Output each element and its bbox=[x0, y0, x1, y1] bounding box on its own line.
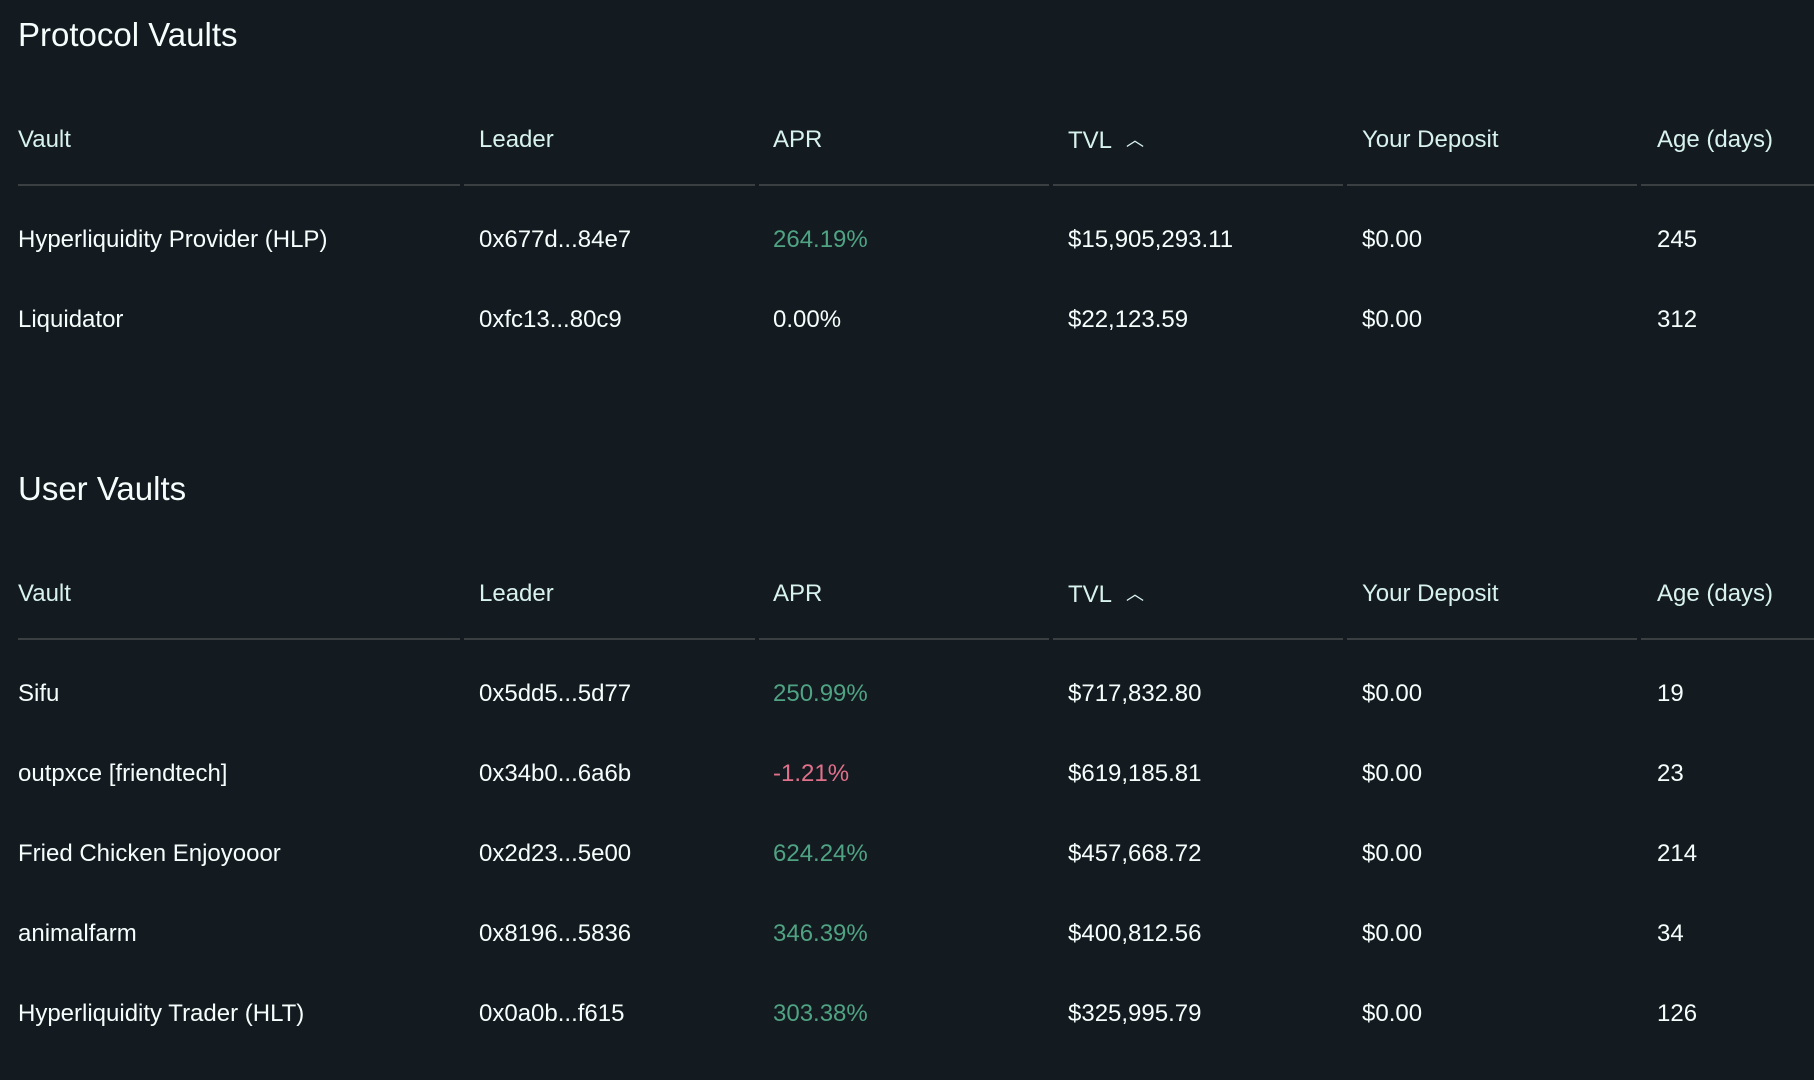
divider bbox=[1053, 638, 1343, 640]
cell-vault: Liquidator bbox=[18, 306, 124, 333]
divider bbox=[1641, 184, 1814, 186]
column-header-label: Leader bbox=[479, 580, 554, 607]
user-vaults-table: Vault Leader APR TVL ︿ Your Deposit Age (days)… bbox=[0, 568, 1814, 1080]
cell-tvl: $717,832.80 bbox=[1068, 680, 1202, 707]
chevron-up-icon[interactable]: ︿ bbox=[1126, 130, 1145, 150]
column-header-label: Age (days) bbox=[1657, 126, 1774, 153]
cell-deposit: $0.00 bbox=[1362, 306, 1423, 333]
cell-vault: Hyperliquidity Provider (HLP) bbox=[18, 226, 328, 253]
column-header-label: TVL bbox=[1068, 127, 1113, 154]
table-row[interactable]: Fried Chicken Enjoyooor 0x2d23...5e00 624.… bbox=[0, 840, 1814, 920]
column-header-leader[interactable]: Leader bbox=[479, 126, 554, 154]
cell-apr: 346.39% bbox=[773, 920, 868, 947]
table-row[interactable]: outpxce [friendtech] 0x34b0...6a6b -1.21% $… bbox=[0, 760, 1814, 840]
cell-deposit: $0.00 bbox=[1362, 920, 1423, 947]
protocol-vaults-title: Protocol Vaults bbox=[18, 16, 238, 53]
cell-tvl: $325,995.79 bbox=[1068, 1000, 1202, 1027]
cell-deposit: $0.00 bbox=[1362, 1000, 1423, 1027]
cell-tvl: $15,905,293.11 bbox=[1068, 226, 1234, 253]
table-header: Vault Leader APR TVL ︿ Your Deposit Age (days) bbox=[0, 568, 1814, 638]
column-header-label: Your Deposit bbox=[1362, 580, 1499, 607]
cell-tvl: $22,123.59 bbox=[1068, 306, 1189, 333]
cell-deposit: $0.00 bbox=[1362, 226, 1423, 253]
cell-apr: 250.99% bbox=[773, 680, 868, 707]
table-row[interactable]: Hyperliquidity Trader (HLT) 0x0a0b...f615… bbox=[0, 1000, 1814, 1080]
divider bbox=[759, 638, 1049, 640]
cell-leader: 0x2d23...5e00 bbox=[479, 840, 632, 867]
table-header: Vault Leader APR TVL ︿ Your Deposit Age (days) bbox=[0, 114, 1814, 184]
cell-apr: 303.38% bbox=[773, 1000, 868, 1027]
cell-age: 214 bbox=[1657, 840, 1698, 867]
column-header-leader[interactable]: Leader bbox=[479, 580, 554, 608]
cell-leader: 0x34b0...6a6b bbox=[479, 760, 632, 787]
header-divider bbox=[0, 184, 1814, 186]
cell-tvl: $457,668.72 bbox=[1068, 840, 1202, 867]
cell-leader: 0x5dd5...5d77 bbox=[479, 680, 632, 707]
column-header-your-deposit[interactable]: Your Deposit bbox=[1362, 580, 1499, 608]
cell-leader: 0x677d...84e7 bbox=[479, 226, 632, 253]
column-header-label: APR bbox=[773, 126, 823, 153]
column-header-tvl[interactable]: TVL ︿ bbox=[1068, 580, 1144, 609]
divider bbox=[18, 184, 460, 186]
cell-age: 126 bbox=[1657, 1000, 1698, 1027]
cell-age: 34 bbox=[1657, 920, 1684, 947]
cell-age: 19 bbox=[1657, 680, 1684, 707]
column-header-label: Your Deposit bbox=[1362, 126, 1499, 153]
cell-apr: 264.19% bbox=[773, 226, 868, 253]
table-row[interactable]: Liquidator 0xfc13...80c9 0.00% $22,123.59 $0… bbox=[0, 306, 1814, 386]
cell-vault: outpxce [friendtech] bbox=[18, 760, 228, 787]
divider bbox=[1641, 638, 1814, 640]
divider bbox=[1347, 638, 1637, 640]
cell-deposit: $0.00 bbox=[1362, 680, 1423, 707]
cell-leader: 0xfc13...80c9 bbox=[479, 306, 622, 333]
column-header-label: TVL bbox=[1068, 581, 1113, 608]
column-header-label: Leader bbox=[479, 126, 554, 153]
column-header-label: Vault bbox=[18, 126, 71, 153]
cell-vault: Fried Chicken Enjoyooor bbox=[18, 840, 281, 867]
cell-leader: 0x0a0b...f615 bbox=[479, 1000, 625, 1027]
user-vaults-title: User Vaults bbox=[18, 470, 187, 507]
divider bbox=[464, 638, 755, 640]
column-header-label: Vault bbox=[18, 580, 71, 607]
cell-tvl: $619,185.81 bbox=[1068, 760, 1202, 787]
cell-apr: -1.21% bbox=[773, 760, 850, 787]
cell-deposit: $0.00 bbox=[1362, 760, 1423, 787]
cell-leader: 0x8196...5836 bbox=[479, 920, 632, 947]
cell-vault: animalfarm bbox=[18, 920, 137, 947]
column-header-vault[interactable]: Vault bbox=[18, 580, 71, 608]
header-divider bbox=[0, 638, 1814, 640]
column-header-your-deposit[interactable]: Your Deposit bbox=[1362, 126, 1499, 154]
cell-vault: Hyperliquidity Trader (HLT) bbox=[18, 1000, 305, 1027]
column-header-age-days[interactable]: Age (days) bbox=[1657, 580, 1773, 608]
column-header-apr[interactable]: APR bbox=[773, 126, 822, 154]
cell-age: 23 bbox=[1657, 760, 1684, 787]
column-header-label: Age (days) bbox=[1657, 580, 1774, 607]
cell-deposit: $0.00 bbox=[1362, 840, 1423, 867]
chevron-up-icon[interactable]: ︿ bbox=[1126, 584, 1145, 604]
cell-age: 245 bbox=[1657, 226, 1698, 253]
cell-apr: 624.24% bbox=[773, 840, 868, 867]
protocol-vaults-table: Vault Leader APR TVL ︿ Your Deposit Age (days)… bbox=[0, 114, 1814, 386]
cell-age: 312 bbox=[1657, 306, 1698, 333]
table-row[interactable]: Sifu 0x5dd5...5d77 250.99% $717,832.80 $0.00… bbox=[0, 680, 1814, 760]
table-row[interactable]: animalfarm 0x8196...5836 346.39% $400,812.5… bbox=[0, 920, 1814, 1000]
column-header-apr[interactable]: APR bbox=[773, 580, 822, 608]
divider bbox=[1053, 184, 1343, 186]
table-row[interactable]: Hyperliquidity Provider (HLP) 0x677d...84… bbox=[0, 226, 1814, 306]
cell-apr: 0.00% bbox=[773, 306, 842, 333]
divider bbox=[464, 184, 755, 186]
column-header-age-days[interactable]: Age (days) bbox=[1657, 126, 1773, 154]
cell-vault: Sifu bbox=[18, 680, 60, 707]
divider bbox=[759, 184, 1049, 186]
column-header-tvl[interactable]: TVL ︿ bbox=[1068, 126, 1144, 155]
cell-tvl: $400,812.56 bbox=[1068, 920, 1202, 947]
column-header-label: APR bbox=[773, 580, 823, 607]
column-header-vault[interactable]: Vault bbox=[18, 126, 71, 154]
divider bbox=[1347, 184, 1637, 186]
divider bbox=[18, 638, 460, 640]
